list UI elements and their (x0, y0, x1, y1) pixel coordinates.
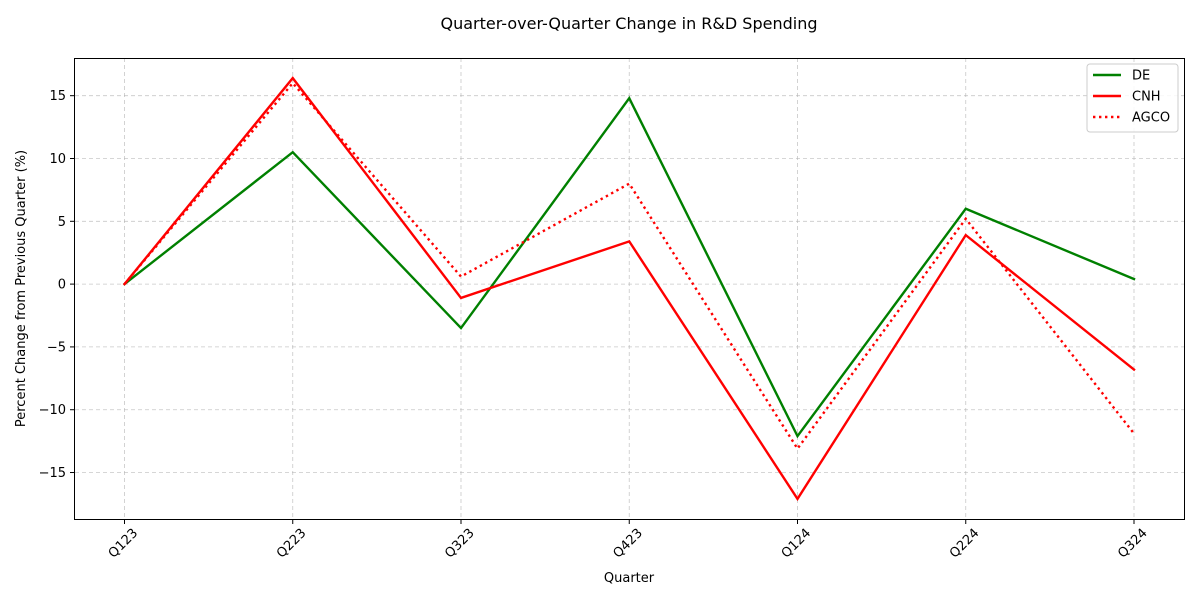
legend-box (1086, 63, 1179, 133)
legend-items: DE CNH AGCO (1093, 69, 1170, 126)
x-tick-label: Q223 (274, 526, 309, 561)
y-tick-label: 15 (49, 89, 66, 104)
y-tick-label: 0 (58, 278, 66, 293)
y-tick-label: −5 (47, 340, 66, 355)
x-axis-label: Quarter (604, 571, 655, 586)
y-tick-label: 5 (58, 215, 66, 230)
series-line-de (122, 95, 1136, 439)
y-axis-label: Percent Change from Previous Quarter (%) (14, 150, 29, 427)
x-tick-label: Q423 (610, 526, 645, 561)
x-tick-label: Q123 (106, 526, 141, 561)
legend-label-de: DE (1132, 69, 1150, 84)
legend: DE CNH AGCO (1086, 63, 1179, 133)
x-tick-label: Q224 (947, 526, 982, 561)
y-tick-label: 10 (49, 152, 66, 167)
legend-label-cnh: CNH (1132, 90, 1161, 105)
series-lines (122, 76, 1136, 502)
y-tick-label: −15 (39, 466, 66, 481)
chart-title: Quarter-over-Quarter Change in R&D Spend… (441, 14, 818, 33)
x-tick-label: Q324 (1115, 526, 1150, 561)
legend-label-agco: AGCO (1132, 111, 1170, 126)
y-tick-label: −10 (39, 403, 66, 418)
series-line-cnh (122, 76, 1136, 502)
series-line-agco (123, 81, 1135, 451)
grid-lines (75, 58, 1185, 519)
x-tick-label: Q124 (779, 526, 814, 561)
axis-ticks: Q123 Q223 Q323 Q423 Q124 Q224 Q324 −15 −10 −5 0 5 10… (39, 89, 1151, 561)
x-tick-label: Q323 (442, 526, 477, 561)
